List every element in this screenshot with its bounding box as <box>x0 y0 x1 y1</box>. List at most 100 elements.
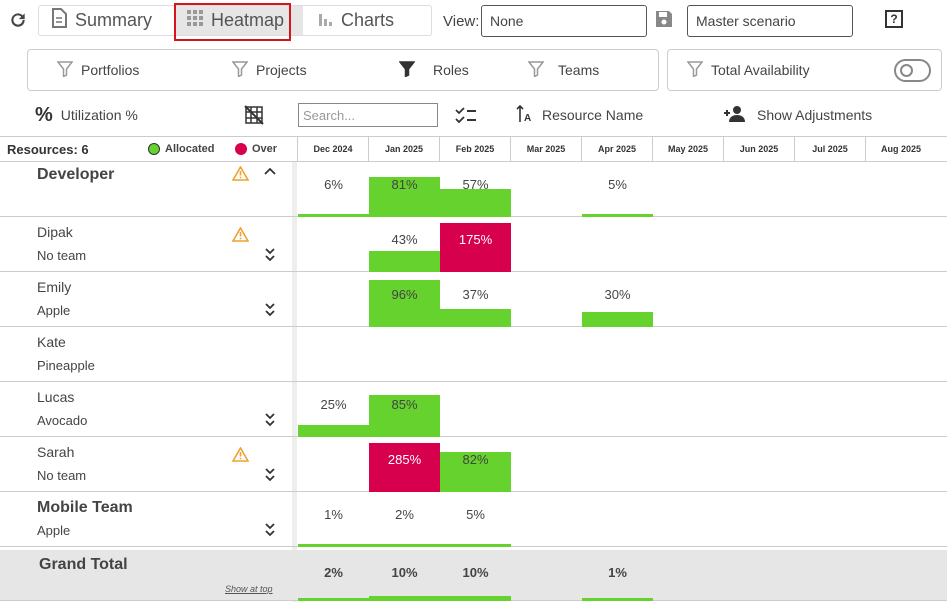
availability-toggle[interactable] <box>894 59 931 82</box>
heatmap-cell[interactable]: 43% <box>369 217 440 272</box>
search-input[interactable]: Search... <box>298 103 438 127</box>
availability-label: Total Availability <box>711 62 810 78</box>
tab-charts-label: Charts <box>341 10 395 30</box>
heatmap-cell[interactable]: 10% <box>440 550 511 601</box>
cell-value: 5% <box>608 177 627 192</box>
chevron-double-down-icon[interactable] <box>264 522 276 541</box>
heatmap-cell[interactable]: 57% <box>440 162 511 217</box>
filter-projects[interactable]: Projects <box>231 50 307 90</box>
svg-text:A: A <box>524 113 531 123</box>
allocation-bar <box>440 544 511 547</box>
heatmap-cell[interactable]: 82% <box>440 437 511 492</box>
show-at-top-link[interactable]: Show at top <box>225 584 273 594</box>
save-icon[interactable] <box>654 9 674 29</box>
document-icon <box>51 8 67 33</box>
tab-heatmap-label: Heatmap <box>211 10 285 30</box>
over-bar <box>369 443 440 492</box>
filter-icon <box>527 60 545 80</box>
allocation-bar <box>298 598 369 601</box>
view-select-value: None <box>490 13 524 29</box>
heatmap-cell[interactable]: 1% <box>582 550 653 601</box>
month-header: Jul 2025 <box>794 137 865 161</box>
allocation-bar <box>582 312 653 327</box>
warning-icon <box>231 446 250 467</box>
legend-allocated-label: Allocated <box>165 143 215 155</box>
cell-value: 25% <box>320 397 347 412</box>
month-header: Mar 2025 <box>510 137 581 161</box>
filter-roles-label: Roles <box>433 62 469 78</box>
heatmap-cell[interactable]: 30% <box>582 272 653 327</box>
allocation-bar <box>369 177 440 217</box>
month-header: Dec 2024 <box>297 137 368 161</box>
cell-value: 30% <box>604 287 631 302</box>
heatmap-cell[interactable]: 175% <box>440 217 511 272</box>
chevron-double-down-icon[interactable] <box>264 302 276 321</box>
grid-off-icon[interactable] <box>243 104 265 126</box>
sort-icon: A <box>516 104 534 126</box>
tab-charts[interactable]: Charts <box>303 6 431 35</box>
scenario-select[interactable]: Master scenario <box>687 5 853 37</box>
utilization-option[interactable]: % Utilization % <box>35 100 138 130</box>
heatmap-cell[interactable]: 37% <box>440 272 511 327</box>
heatmap-cell[interactable]: 81% <box>369 162 440 217</box>
cell-value: 96% <box>391 287 418 302</box>
chevron-double-down-icon[interactable] <box>264 247 276 266</box>
cell-value: 2% <box>395 507 414 522</box>
filter-teams[interactable]: Teams <box>527 50 599 90</box>
row-name[interactable]: Mobile Team <box>37 499 133 516</box>
heatmap-cell[interactable]: 96% <box>369 272 440 327</box>
month-header: Aug 2025 <box>865 137 936 161</box>
heatmap-cell[interactable]: 285% <box>369 437 440 492</box>
heatmap-cell[interactable]: 6% <box>298 162 369 217</box>
heatmap-cell[interactable]: 25% <box>298 382 369 437</box>
view-select[interactable]: None <box>481 5 647 37</box>
allocation-bar <box>369 251 440 272</box>
chevron-double-down-icon[interactable] <box>264 467 276 486</box>
allocation-bar <box>298 544 369 547</box>
legend-over-label: Over <box>252 143 278 155</box>
adjustments-label: Show Adjustments <box>757 107 873 123</box>
allocation-bar <box>369 544 440 547</box>
heatmap-cell[interactable]: 2% <box>369 492 440 547</box>
chevron-up-icon[interactable] <box>264 166 276 180</box>
heatmap-cell[interactable]: 5% <box>440 492 511 547</box>
view-label: View: <box>443 13 480 30</box>
sort-option[interactable]: A Resource Name <box>516 100 643 130</box>
heatmap-highlight <box>174 3 291 41</box>
refresh-icon[interactable] <box>7 9 29 31</box>
heatmap-cell[interactable]: 85% <box>369 382 440 437</box>
tab-summary[interactable]: Summary <box>39 6 175 35</box>
allocation-bar <box>440 452 511 492</box>
view-tabs: Summary Heatmap Charts <box>38 5 432 36</box>
filter-icon <box>56 60 74 80</box>
checklist-icon[interactable] <box>454 104 478 126</box>
adjustments-option[interactable]: Show Adjustments <box>723 100 872 130</box>
row-name[interactable]: Developer <box>37 166 115 183</box>
availability-box: Total Availability <box>667 49 942 91</box>
resource-row: Kate Pineapple <box>0 327 947 382</box>
allocation-bar <box>369 395 440 437</box>
heatmap-cell[interactable]: 1% <box>298 492 369 547</box>
chevron-double-down-icon[interactable] <box>264 412 276 431</box>
allocation-bar <box>440 189 511 217</box>
filter-roles[interactable]: Roles <box>398 50 469 90</box>
filter-projects-label: Projects <box>256 62 307 78</box>
tab-heatmap[interactable]: Heatmap <box>175 6 303 35</box>
heatmap-cell[interactable]: 10% <box>369 550 440 601</box>
heatmap-cell[interactable]: 5% <box>582 162 653 217</box>
cell-value: 85% <box>391 397 418 412</box>
resource-row: Dipak No team 43% 175% <box>0 217 947 272</box>
allocation-bar <box>369 596 440 601</box>
month-header: May 2025 <box>652 137 723 161</box>
over-dot <box>235 143 247 155</box>
row-team: No team <box>37 468 87 483</box>
warning-icon <box>231 165 250 186</box>
filter-portfolios-label: Portfolios <box>81 62 140 78</box>
availability-filter[interactable]: Total Availability <box>686 50 810 90</box>
column-divider[interactable] <box>292 162 297 602</box>
heatmap-cell[interactable]: 2% <box>298 550 369 601</box>
help-icon[interactable]: ? <box>885 10 903 28</box>
cell-value: 1% <box>608 565 627 580</box>
filter-portfolios[interactable]: Portfolios <box>56 50 140 90</box>
allocation-bar <box>440 309 511 327</box>
